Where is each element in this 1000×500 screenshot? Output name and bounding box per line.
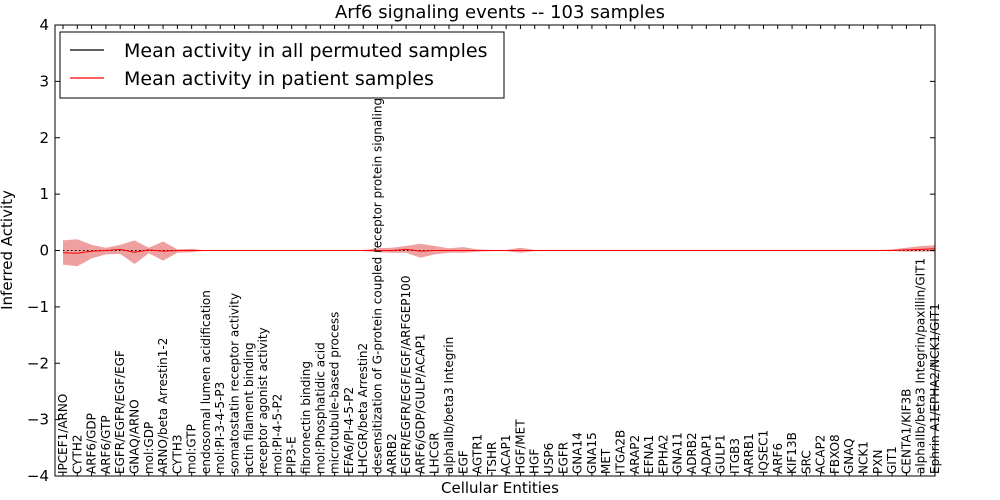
x-tick-label: GIT1 bbox=[885, 446, 899, 474]
x-tick-label: microtubule-based process bbox=[328, 312, 342, 474]
x-tick-label: alphaIIb/beta3 Integrin bbox=[442, 337, 456, 474]
x-tick-label: fibronectin binding bbox=[299, 361, 313, 474]
x-tick-label: somatostatin receptor activity bbox=[228, 293, 242, 474]
x-tick-label: alphaIIb/beta3 Integrin/paxillin/GIT1 bbox=[914, 258, 928, 474]
y-tick-label: 2 bbox=[39, 129, 49, 147]
x-axis-label: Cellular Entities bbox=[441, 479, 559, 497]
x-tick-label: ACAP2 bbox=[814, 435, 828, 474]
series-lines bbox=[62, 248, 936, 254]
x-tick-label: PXN bbox=[871, 450, 885, 474]
chart-title: Arf6 signaling events -- 103 samples bbox=[335, 2, 665, 23]
x-tick-label: mol:GDP bbox=[142, 422, 156, 474]
x-tick-label: EFA6/PI-4-5-P2 bbox=[342, 387, 356, 474]
x-tick-label: GNA15 bbox=[585, 432, 599, 474]
x-tick-label: NCK1 bbox=[857, 441, 871, 474]
x-tick-label: ACAP1 bbox=[499, 435, 513, 474]
x-tick-label: USP6 bbox=[542, 443, 556, 474]
x-axis: IPCEF1/ARNO CYTH2 ARF6/GDP ARF6/GTP EGFR/EGF… bbox=[56, 25, 942, 476]
y-tick-label: 0 bbox=[39, 242, 49, 260]
x-tick-label: GULP1 bbox=[714, 434, 728, 474]
x-tick-label: ARF6 bbox=[771, 443, 785, 474]
x-tick-label: receptor agonist activity bbox=[256, 327, 270, 474]
legend-label-patient: Mean activity in patient samples bbox=[124, 68, 434, 90]
legend-label-permuted: Mean activity in all permuted samples bbox=[124, 40, 487, 62]
y-axis: −4 −3 −2 −1 0 1 2 3 4 bbox=[27, 16, 935, 485]
x-tick-label: EGFR bbox=[556, 442, 570, 474]
x-tick-label: mol:PI-4-5-P2 bbox=[270, 394, 284, 474]
x-tick-label: ADAP1 bbox=[699, 434, 713, 474]
x-tick-label: PIP3-E bbox=[285, 436, 299, 474]
legend-box bbox=[59, 31, 505, 99]
x-tick-label: ITGA2B bbox=[614, 430, 628, 474]
y-tick-label: −1 bbox=[27, 298, 49, 316]
x-tick-label: ARF6/GDP/GULP/ACAP1 bbox=[413, 334, 427, 474]
confidence-bands bbox=[63, 239, 935, 267]
x-tick-label: ADRB2 bbox=[685, 432, 699, 474]
x-tick-label: ARRB2 bbox=[385, 433, 399, 474]
x-tick-label: EPHA2 bbox=[656, 434, 670, 474]
x-tick-label: mol:PI-3-4-5-P3 bbox=[213, 382, 227, 474]
x-tick-label: ARF6/GDP bbox=[85, 413, 99, 474]
x-tick-label: LHCGR bbox=[428, 432, 442, 474]
x-tick-label: endosomal lumen acidification bbox=[199, 290, 213, 474]
x-tick-label: ARRB1 bbox=[742, 433, 756, 474]
y-tick-label: −2 bbox=[27, 354, 49, 372]
x-tick-label: EGF bbox=[456, 450, 470, 474]
x-tick-label: GNA11 bbox=[671, 432, 685, 474]
x-tick-label: FBXO8 bbox=[828, 434, 842, 474]
x-tick-label: TSHR bbox=[485, 442, 499, 475]
x-tick-label: ARAP2 bbox=[628, 435, 642, 474]
x-tick-label: ARNO/beta Arrestin1-2 bbox=[156, 338, 170, 474]
x-tick-label: mol:Phosphatidic acid bbox=[313, 342, 327, 474]
x-tick-label: GNA14 bbox=[571, 432, 585, 474]
x-tick-label: EGFR/EGFR/EGF/EGF bbox=[113, 350, 127, 474]
x-tick-label: Ephrin A1/EPHA2/NCK1/GIT1 bbox=[928, 303, 942, 474]
y-tick-label: −3 bbox=[27, 411, 49, 429]
x-tick-label: MET bbox=[599, 448, 613, 474]
x-tick-label: AGTR1 bbox=[471, 434, 485, 474]
x-tick-label: desensitization of G-protein coupled rec… bbox=[370, 43, 384, 474]
x-tick-label: GNAQ bbox=[842, 438, 856, 474]
x-tick-label: HGF bbox=[528, 449, 542, 474]
x-tick-label: EGFR/EGFR/EGF/EGF/ARFGEP100 bbox=[399, 276, 413, 474]
x-tick-label: actin filament binding bbox=[242, 342, 256, 474]
x-tick-label: ARF6/GTP bbox=[99, 415, 113, 474]
y-tick-label: 3 bbox=[39, 72, 49, 90]
x-tick-label: mol:GTP bbox=[185, 424, 199, 474]
patient-activity-band bbox=[63, 239, 935, 267]
x-tick-label: CENTA1/KIF3B bbox=[899, 389, 913, 474]
x-tick-label: LHCGR/beta Arrestin2 bbox=[356, 343, 370, 474]
x-tick-label: HGF/MET bbox=[513, 419, 527, 474]
x-tick-label: CYTH2 bbox=[70, 435, 84, 475]
patient-mean-line bbox=[62, 248, 936, 254]
y-tick-label: 4 bbox=[39, 16, 49, 34]
x-tick-label: IQSEC1 bbox=[756, 430, 770, 474]
x-tick-label: CYTH3 bbox=[170, 435, 184, 475]
y-tick-label: 1 bbox=[39, 185, 49, 203]
x-tick-label: EFNA1 bbox=[642, 435, 656, 474]
x-tick-label: GNAQ/ARNO bbox=[127, 399, 141, 474]
x-tick-label: IPCEF1/ARNO bbox=[56, 394, 70, 474]
x-tick-label: ITGB3 bbox=[728, 438, 742, 474]
y-axis-label: Inferred Activity bbox=[0, 190, 16, 310]
y-tick-label: −4 bbox=[27, 467, 49, 485]
x-tick-label: SRC bbox=[799, 450, 813, 474]
legend: Mean activity in all permuted samples Me… bbox=[59, 31, 505, 99]
x-tick-label: KIF13B bbox=[785, 432, 799, 474]
